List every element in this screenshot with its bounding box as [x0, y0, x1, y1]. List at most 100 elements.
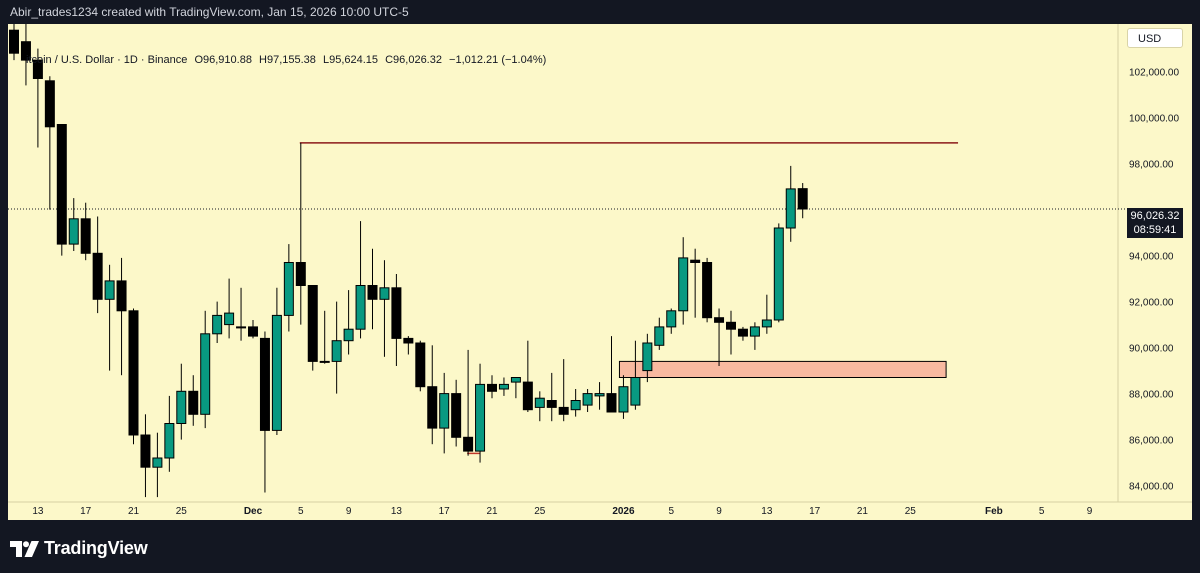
candle-body-down: [606, 393, 617, 413]
x-tick-label: 5: [668, 506, 674, 517]
y-tick-label: 90,000.00: [1129, 344, 1174, 355]
x-tick-label: 17: [809, 506, 821, 517]
x-tick-label: Feb: [985, 506, 1003, 517]
candle-body-down: [546, 400, 557, 408]
x-tick-label: 21: [128, 506, 140, 517]
candle-body-down: [140, 434, 151, 468]
y-tick-label: 84,000.00: [1129, 482, 1174, 493]
x-tick-label: 21: [857, 506, 869, 517]
candle-body-down: [487, 383, 497, 392]
y-tick-label: 102,000.00: [1129, 68, 1179, 79]
footer-bar: TradingView: [0, 520, 1200, 573]
y-tick-label: 92,000.00: [1129, 298, 1174, 309]
candle-body-down: [415, 342, 426, 388]
x-tick-label: 17: [80, 506, 92, 517]
candle-body-down: [20, 41, 31, 61]
candle-body-down: [558, 406, 569, 415]
x-tick-label: 2026: [612, 506, 635, 517]
candle-body-up: [582, 393, 593, 406]
candle-body-down: [295, 262, 306, 286]
last-price-value: 96,026.32: [1130, 210, 1180, 222]
candle-body-down: [9, 29, 19, 54]
attribution-bar: Abir_trades1234 created with TradingView…: [0, 0, 1200, 24]
candle-body-down: [403, 337, 414, 344]
candle-body-up: [319, 360, 330, 363]
candle-body-up: [176, 390, 187, 424]
x-tick-label: 9: [346, 506, 352, 517]
y-tick-label: 98,000.00: [1129, 160, 1174, 171]
x-tick-label: 25: [176, 506, 188, 517]
tradingview-wordmark: TradingView: [44, 538, 148, 558]
candle-body-down: [248, 326, 258, 337]
candle-body-up: [654, 326, 665, 346]
candle-body-up: [761, 319, 772, 328]
candle-body-up: [475, 383, 486, 452]
candle-body-down: [690, 259, 701, 263]
candle-body-down: [92, 252, 103, 300]
candle-body-up: [510, 377, 521, 383]
change-value: −1,012.21 (−1.04%): [449, 54, 547, 66]
candle-body-down: [451, 393, 462, 438]
x-tick-label: 13: [391, 506, 403, 517]
candle-body-up: [152, 457, 163, 468]
x-tick-label: 13: [761, 506, 773, 517]
candle-body-down: [128, 310, 139, 436]
open-value: O96,910.88: [194, 54, 252, 66]
y-tick-label: 100,000.00: [1129, 114, 1179, 125]
candle-body-down: [726, 321, 736, 330]
ohlc-legend: itcoin / U.S. Dollar · 1D · Binance O96,…: [26, 54, 550, 66]
candle-body-up: [271, 314, 282, 431]
chart-area[interactable]: 84,000.00 86,000.00 88,000.00 90,000.00 92,0…: [8, 24, 1192, 520]
candle-body-up: [236, 326, 247, 329]
candle-body-up: [785, 188, 796, 229]
candle-body-up: [570, 400, 581, 411]
candle-body-up: [666, 310, 677, 328]
x-tick-label: 9: [716, 506, 722, 517]
candle-body-down: [44, 80, 55, 128]
candle-body-up: [68, 218, 79, 245]
candle-body-up: [439, 393, 450, 429]
candle-body-up: [749, 326, 760, 337]
candle-body-down: [702, 262, 713, 319]
candle-body-down: [367, 285, 378, 300]
x-tick-label: 9: [1087, 506, 1093, 517]
attribution-text: Abir_trades1234 created with TradingView…: [10, 5, 409, 19]
candle-body-up: [498, 383, 509, 390]
candle-body-up: [534, 397, 545, 408]
candle-body-up: [678, 257, 689, 312]
candle-body-down: [714, 317, 725, 323]
y-tick-label: 94,000.00: [1129, 252, 1174, 263]
candle-body-up: [200, 333, 211, 415]
candle-body-down: [80, 218, 91, 254]
close-value: C96,026.32: [385, 54, 442, 66]
candle-body-down: [307, 285, 318, 362]
tradingview-logo-icon: [10, 540, 39, 557]
y-tick-label: 86,000.00: [1129, 436, 1174, 447]
y-tick-label: 88,000.00: [1129, 390, 1174, 401]
candle-body-up: [630, 377, 641, 406]
x-tick-label: 17: [439, 506, 451, 517]
candle-body-down: [737, 328, 748, 337]
x-tick-label: 5: [1039, 506, 1045, 517]
candle-body-up: [212, 314, 223, 335]
candle-body-up: [164, 423, 175, 459]
candle-body-down: [32, 59, 43, 79]
candle-body-down: [797, 188, 808, 210]
candle-body-up: [379, 287, 390, 300]
x-tick-label: 25: [905, 506, 917, 517]
candle-body-up: [331, 340, 342, 362]
candle-body-down: [56, 124, 67, 245]
candle-body-up: [224, 312, 235, 326]
x-tick-label: 25: [534, 506, 546, 517]
candle-body-down: [259, 337, 270, 431]
currency-button[interactable]: USD: [1127, 28, 1183, 48]
candle-body-up: [283, 262, 294, 316]
last-price-tag: 96,026.32 08:59:41: [1127, 208, 1183, 238]
high-value: H97,155.38: [259, 54, 316, 66]
tradingview-logo[interactable]: TradingView: [10, 538, 148, 559]
symbol-label: itcoin / U.S. Dollar · 1D · Binance: [26, 54, 188, 66]
candle-body-up: [594, 393, 605, 397]
x-tick-label: Dec: [244, 506, 263, 517]
candle-body-down: [522, 381, 533, 411]
candlestick-chart[interactable]: 84,000.00 86,000.00 88,000.00 90,000.00 92,0…: [8, 24, 1192, 520]
